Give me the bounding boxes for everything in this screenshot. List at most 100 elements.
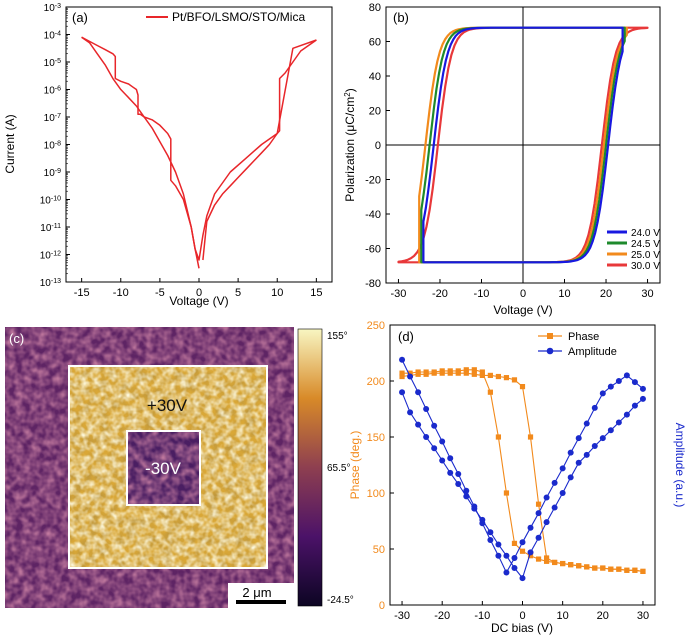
phase-point: [608, 566, 614, 572]
panel-a: -15 -10 -5 0 5 10 15 10-13 10-12 10-11 10-10 10-9 10…: [3, 3, 333, 308]
y-tick-label: -40: [365, 209, 381, 221]
amplitude-point: [471, 505, 478, 512]
phase-point: [576, 563, 582, 569]
phase-point: [479, 369, 485, 375]
phase-point: [487, 389, 493, 395]
phase-point: [503, 490, 510, 496]
y-tick-label: 0: [379, 600, 385, 612]
phase-point: [407, 370, 413, 376]
y-tick-label: 10-5: [44, 58, 61, 70]
afm-outer-label: +30V: [147, 396, 188, 415]
panel-d-series: [399, 356, 646, 582]
amplitude-point: [479, 516, 486, 523]
scalebar: [236, 600, 286, 604]
panel-b-label: (b): [393, 10, 409, 25]
amplitude-point: [495, 552, 502, 559]
amplitude-point: [567, 474, 574, 481]
amplitude-point: [407, 373, 414, 380]
x-tick-label: -30: [391, 288, 407, 300]
phase-point: [632, 567, 638, 573]
amplitude-point: [631, 402, 638, 409]
panel-b-xlabel: Voltage (V): [493, 303, 552, 317]
phase-point: [439, 368, 445, 374]
phase-point: [560, 560, 566, 567]
x-tick-label: 10: [558, 288, 570, 300]
phase-point: [447, 368, 453, 374]
panel-a-xlabel: Voltage (V): [169, 294, 228, 308]
y-tick-label: 80: [369, 2, 381, 14]
legend-label: 30.0 V: [631, 261, 660, 272]
panel-c-label: (c): [9, 331, 24, 346]
x-tick-label: 30: [637, 610, 649, 622]
amplitude-point: [487, 537, 494, 544]
phase-point: [600, 565, 606, 571]
phase-point: [463, 367, 469, 373]
amplitude-point: [399, 389, 406, 396]
y-tick-label: 10-7: [44, 113, 61, 125]
legend-amplitude-label: Amplitude: [568, 346, 617, 358]
amplitude-point: [575, 459, 582, 466]
phase-point: [495, 373, 502, 380]
y-tick-label: 10-9: [44, 168, 61, 180]
panel-d-ylabel-right: Amplitude (a.u.): [673, 423, 685, 508]
phase-point: [543, 555, 550, 561]
phase-point: [399, 373, 405, 380]
x-tick-label: -20: [432, 288, 448, 300]
panel-d-label: (d): [398, 329, 414, 344]
amplitude-point: [591, 404, 598, 411]
x-tick-label: -10: [474, 610, 490, 622]
amplitude-point: [511, 554, 518, 561]
phase-point: [543, 558, 550, 564]
afm-inner-box: [126, 430, 201, 506]
amplitude-point: [583, 451, 590, 458]
x-tick-label: 10: [271, 287, 283, 299]
colorbar-tick-bottom: -24.5°: [327, 595, 354, 606]
amplitude-point: [519, 539, 526, 546]
phase-point: [455, 368, 461, 374]
x-tick-label: 20: [600, 288, 612, 300]
phase-point: [487, 372, 493, 378]
y-tick-label: 10-3: [44, 3, 61, 15]
amplitude-point: [455, 470, 462, 477]
colorbar-tick-mid: 65.5°: [327, 463, 350, 474]
legend-label: 24.5 V: [631, 239, 660, 250]
phase-point: [519, 548, 526, 554]
phase-point: [552, 559, 558, 566]
phase-point: [471, 367, 477, 373]
phase-point: [431, 369, 437, 375]
amplitude-point: [559, 465, 566, 472]
y-tick-label: 10-6: [44, 85, 61, 97]
x-tick-label: 20: [597, 610, 609, 622]
amplitude-point: [527, 524, 534, 531]
panel-b-legend: 24.0 V24.5 V25.0 V30.0 V: [607, 228, 660, 272]
amplitude-point: [575, 435, 582, 442]
amplitude-point: [623, 372, 630, 379]
y-tick-label: -20: [365, 175, 381, 187]
x-tick-label: 5: [235, 287, 241, 299]
x-tick-label: 0: [196, 287, 202, 299]
amplitude-point: [447, 455, 454, 462]
panel-b-axes: -30 -20 -10 0 10 20 30 -80 -60 -40 -20 0 20 40 60 80: [365, 2, 660, 300]
phase-point: [503, 375, 510, 381]
amplitude-point: [399, 356, 406, 363]
phase-point: [535, 501, 542, 507]
amplitude-point: [503, 552, 510, 559]
panel-c: +30V -30V (c) 2 μm 155° 65.5° -24.5°: [5, 327, 354, 608]
amplitude-point: [639, 385, 646, 392]
legend-label: 24.0 V: [631, 228, 660, 239]
phase-point: [527, 553, 534, 559]
amplitude-point: [431, 445, 438, 452]
amplitude-point: [583, 420, 590, 427]
amplitude-point: [599, 390, 606, 397]
panel-b-loops: [397, 26, 649, 264]
amplitude-point: [407, 409, 414, 416]
amplitude-point: [551, 479, 558, 486]
amplitude-point: [623, 411, 630, 418]
phase-point: [624, 567, 630, 573]
legend-amplitude-marker: [546, 347, 554, 355]
phase-point: [592, 565, 598, 571]
legend-label: 25.0 V: [631, 250, 660, 261]
amplitude-point: [631, 379, 638, 386]
amplitude-point: [423, 406, 430, 412]
phase-point: [640, 568, 646, 574]
